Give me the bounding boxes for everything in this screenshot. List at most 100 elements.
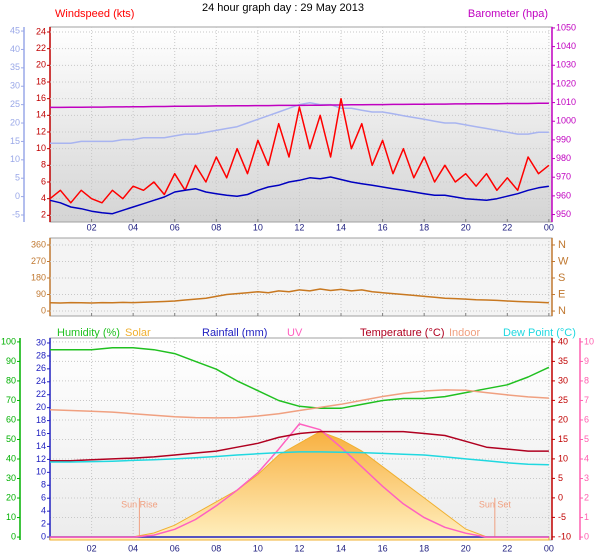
y2-tick-label: 990 [556, 134, 571, 144]
series-line [50, 423, 549, 538]
x-tick-label: 14 [336, 222, 346, 232]
x-tick-label: 02 [87, 543, 97, 553]
series-line [50, 102, 549, 109]
series-line [50, 451, 549, 466]
y-tick-label: 8 [41, 160, 46, 170]
y4-tick-label: 4 [584, 453, 589, 463]
legend-entry: Windspeed (kts) [55, 8, 134, 20]
y2-tick-label: 1010 [556, 97, 576, 107]
annotation: Sun Rise [121, 499, 158, 509]
y2-tick-label: 950 [556, 209, 571, 219]
y2-tick-label: 970 [556, 172, 571, 182]
y4-tick-label: 8 [584, 375, 589, 385]
x-tick-label: 04 [128, 543, 138, 553]
x-tick-label: 08 [211, 222, 221, 232]
y-tick-label: 22 [36, 43, 46, 53]
y-tick-label: 6 [41, 176, 46, 186]
annotation: Sun Set [479, 499, 512, 509]
y-tick-label: 100 [1, 336, 16, 346]
x-tick-label: 18 [419, 543, 429, 553]
y3-tick-label: 26 [36, 363, 46, 373]
y4-tick-label: 6 [584, 414, 589, 424]
page-title: 24 hour graph day : 29 May 2013 [202, 2, 364, 14]
series-line [49, 288, 549, 304]
y-tick-label: 70 [6, 395, 16, 405]
y-tick-label: 270 [31, 256, 46, 266]
x-tick-label: 06 [170, 543, 180, 553]
y3-tick-label: 30 [10, 81, 20, 91]
y3-tick-label: 18 [36, 415, 46, 425]
y3-tick-label: 30 [36, 337, 46, 347]
x-tick-label: 02 [87, 222, 97, 232]
y3-tick-label: 45 [10, 25, 20, 35]
y3-tick-label: 12 [36, 454, 46, 464]
y-tick-label: 90 [36, 289, 46, 299]
y-tick-label: 0 [41, 305, 46, 315]
y3-tick-label: 2 [41, 518, 46, 528]
y-tick-label: 50 [6, 434, 16, 444]
y4-tick-label: 5 [584, 434, 589, 444]
y3-tick-label: 35 [10, 62, 20, 72]
series-line [50, 102, 549, 145]
x-tick-label: 20 [461, 543, 471, 553]
y3-tick-label: 22 [36, 389, 46, 399]
x-tick-label: 00 [544, 222, 554, 232]
y-tick-label: 90 [6, 356, 16, 366]
y2-tick-label: 1030 [556, 60, 576, 70]
y3-tick-label: 10 [10, 154, 20, 164]
y2-tick-label: -5 [558, 512, 566, 522]
y4-tick-label: 7 [584, 395, 589, 405]
y3-tick-label: 25 [10, 99, 20, 109]
y3-tick-label: 8 [41, 480, 46, 490]
series-line [50, 347, 550, 410]
y-tick-label: 12 [36, 126, 46, 136]
y2-tick-label: N [558, 305, 566, 317]
y-tick-label: 4 [41, 193, 46, 203]
y-tick-label: 20 [36, 60, 46, 70]
y2-tick-label: 980 [556, 153, 571, 163]
x-tick-label: 16 [378, 543, 388, 553]
y3-tick-label: 6 [41, 493, 46, 503]
y3-tick-label: -5 [12, 209, 20, 219]
plot-area [49, 237, 553, 317]
y3-tick-label: 10 [36, 467, 46, 477]
legend-entry: Rainfall (mm) [202, 327, 267, 339]
y3-tick-label: 20 [10, 117, 20, 127]
y-tick-label: 60 [6, 414, 16, 424]
x-tick-label: 12 [294, 222, 304, 232]
y3-tick-label: 0 [15, 191, 20, 201]
x-tick-label: 08 [211, 543, 221, 553]
y4-tick-label: 1 [584, 512, 589, 522]
series-line [50, 430, 549, 462]
legend-entry: Dew Point (°C) [503, 327, 576, 339]
x-tick-label: 00 [544, 543, 554, 553]
y3-tick-label: 4 [41, 506, 46, 516]
y2-tick-label: 30 [558, 375, 568, 385]
x-tick-label: 12 [294, 543, 304, 553]
y2-tick-label: 25 [558, 395, 568, 405]
y3-tick-label: 16 [36, 428, 46, 438]
y3-tick-label: 0 [41, 531, 46, 541]
y2-tick-label: 1020 [556, 78, 576, 88]
y2-tick-label: N [558, 239, 566, 251]
y3-tick-label: 14 [36, 441, 46, 451]
y4-tick-label: 10 [584, 336, 594, 346]
y3-tick-label: 24 [36, 376, 46, 386]
y-tick-label: 40 [6, 453, 16, 463]
y-tick-label: 180 [31, 272, 46, 282]
y3-tick-label: 5 [15, 173, 20, 183]
x-tick-label: 16 [378, 222, 388, 232]
y4-tick-label: 3 [584, 473, 589, 483]
series-line [49, 97, 550, 204]
x-tick-label: 18 [419, 222, 429, 232]
x-tick-label: 22 [502, 543, 512, 553]
y-tick-label: 10 [6, 512, 16, 522]
y-tick-label: 24 [36, 26, 46, 36]
y3-tick-label: 15 [10, 136, 20, 146]
y2-tick-label: 960 [556, 190, 571, 200]
x-tick-label: 06 [170, 222, 180, 232]
x-tick-label: 10 [253, 543, 263, 553]
y2-tick-label: 20 [558, 414, 568, 424]
x-tick-label: 20 [461, 222, 471, 232]
y-tick-label: 16 [36, 93, 46, 103]
